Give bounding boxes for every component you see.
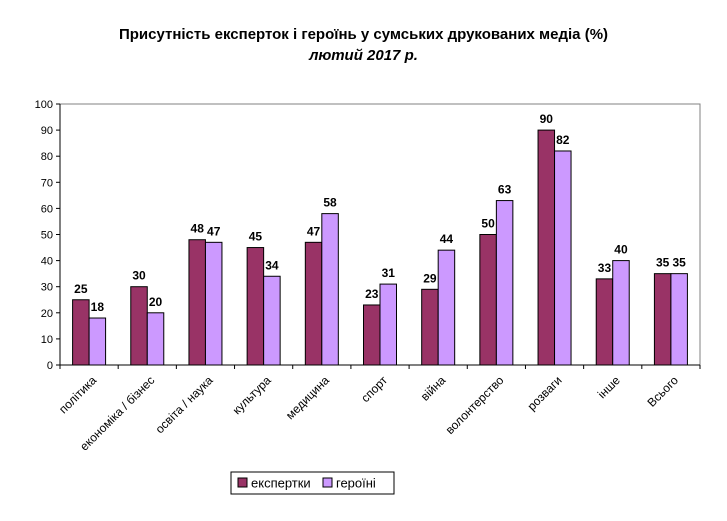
data-label: 31: [382, 266, 396, 280]
bar: [246, 247, 265, 366]
data-label: 90: [540, 112, 554, 126]
bar: [595, 278, 614, 366]
data-label: 35: [672, 256, 686, 270]
data-label: 23: [365, 287, 379, 301]
bar: [363, 304, 381, 366]
bar: [437, 249, 456, 366]
y-tick-label: 30: [41, 282, 53, 294]
data-label: 33: [598, 261, 612, 275]
legend-label: експертки: [251, 476, 311, 491]
y-tick-label: 20: [41, 308, 53, 320]
data-label: 35: [656, 256, 670, 270]
x-tick-label: Всього: [644, 373, 681, 410]
legend-label: героїні: [336, 476, 376, 491]
x-tick-label: спорт: [358, 373, 390, 405]
legend-swatch: [237, 477, 248, 488]
data-label: 34: [265, 258, 279, 272]
y-tick-label: 40: [41, 256, 53, 268]
bar: [72, 299, 90, 366]
y-tick-label: 10: [41, 334, 53, 346]
x-tick-label: медицина: [283, 373, 332, 422]
data-label: 63: [498, 183, 512, 197]
data-label: 44: [440, 232, 454, 246]
y-tick-label: 100: [35, 99, 53, 111]
data-label: 45: [249, 230, 263, 244]
y-tick-label: 70: [41, 177, 53, 189]
x-tick-label: культура: [230, 373, 274, 417]
legend: [230, 471, 395, 495]
bar: [653, 273, 672, 366]
y-tick-label: 80: [41, 151, 53, 163]
data-label: 20: [149, 295, 163, 309]
bar: [612, 260, 630, 366]
x-tick-label: війна: [418, 373, 449, 404]
bar: [321, 213, 339, 366]
x-tick-label: інше: [595, 373, 623, 401]
data-label: 29: [423, 271, 437, 285]
bar: [130, 286, 148, 366]
data-label: 58: [323, 196, 337, 210]
bar: [146, 312, 165, 366]
data-label: 30: [132, 269, 146, 283]
bar: [379, 283, 397, 366]
bar: [421, 288, 439, 366]
data-label: 18: [91, 300, 105, 314]
x-tick-label: політика: [56, 373, 99, 416]
bar: [537, 129, 556, 366]
bar: [670, 273, 688, 366]
x-tick-label: розваги: [525, 373, 565, 413]
bar: [304, 241, 323, 366]
data-label: 40: [614, 243, 628, 257]
bar: [188, 239, 206, 366]
data-label: 47: [207, 224, 221, 238]
chart-subtitle: лютий 2017 р.: [309, 47, 418, 64]
data-label: 25: [74, 282, 88, 296]
x-tick-label: освіта / наука: [153, 373, 216, 436]
y-tick-label: 50: [41, 230, 53, 242]
chart-title: Присутність експерток і героїнь у сумськ…: [118, 26, 609, 43]
data-label: 48: [191, 222, 205, 236]
y-tick-label: 0: [47, 360, 53, 372]
data-label: 82: [556, 133, 570, 147]
y-tick-label: 90: [41, 125, 53, 137]
bar: [479, 234, 497, 366]
bar: [495, 200, 514, 366]
bar: [263, 275, 281, 366]
data-label: 50: [481, 217, 495, 231]
data-label: 47: [307, 224, 321, 238]
bar: [554, 150, 572, 366]
legend-swatch: [322, 477, 333, 488]
y-tick-label: 60: [41, 203, 53, 215]
bar: [204, 241, 223, 366]
x-tick-label: волонтерство: [443, 373, 507, 437]
bar: [88, 317, 107, 366]
